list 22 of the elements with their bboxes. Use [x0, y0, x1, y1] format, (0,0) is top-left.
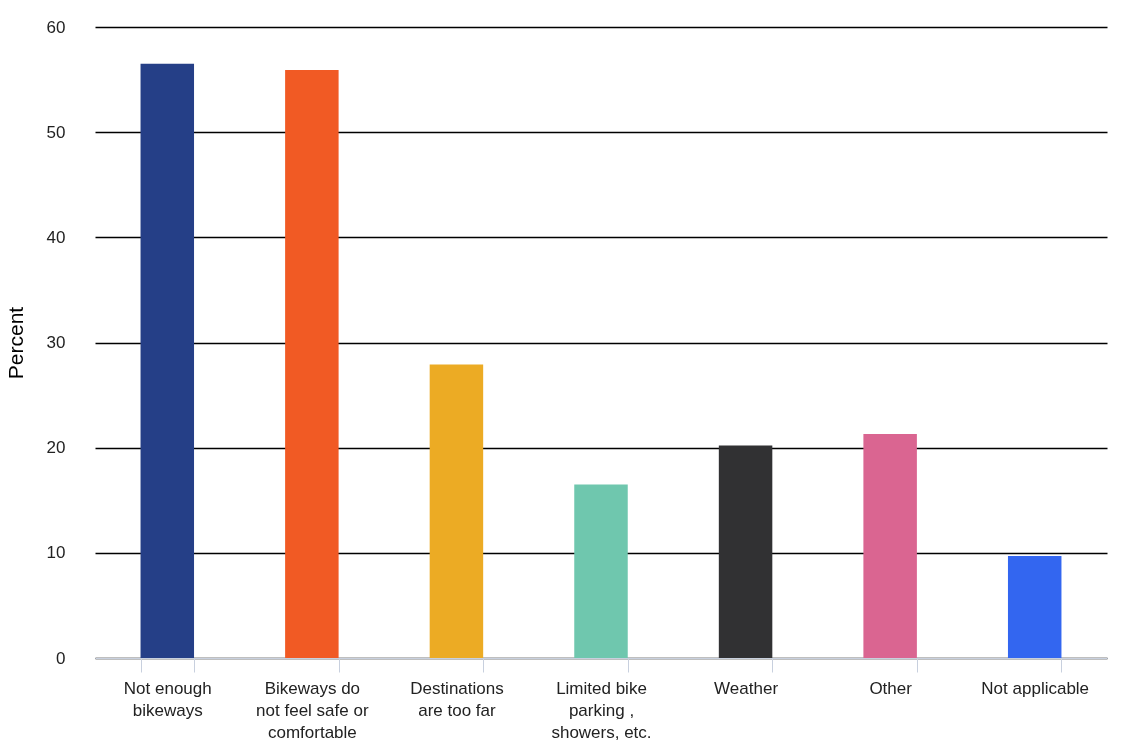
- y-tick-label: 20: [46, 438, 66, 458]
- bar: [574, 484, 628, 658]
- bar: [140, 63, 195, 658]
- x-tick-label: Not applicable: [981, 678, 1090, 698]
- x-tick-label: Destinations are too far: [410, 678, 504, 720]
- y-tick-label: 40: [46, 227, 66, 247]
- bar: [285, 70, 339, 658]
- bar: [863, 434, 917, 658]
- x-tick-label: Weather: [714, 678, 779, 698]
- x-tick-label: Not enough bikeways: [123, 678, 212, 720]
- bar: [429, 364, 484, 658]
- y-tick-label: 50: [46, 122, 66, 142]
- y-axis-title: Percent: [3, 306, 27, 380]
- x-tick-label: Other: [869, 678, 913, 698]
- y-tick-label: 10: [46, 543, 66, 563]
- x-tick-label: Limited bike parking , showers, etc.: [551, 678, 652, 742]
- y-tick-label: 30: [46, 333, 66, 352]
- bar: [1007, 555, 1062, 658]
- bar: [718, 445, 773, 658]
- y-tick-label: 0: [56, 648, 66, 668]
- y-tick-label: 60: [46, 17, 66, 37]
- x-tick-label: Bikeways do not feel safe or comfortable: [256, 678, 369, 742]
